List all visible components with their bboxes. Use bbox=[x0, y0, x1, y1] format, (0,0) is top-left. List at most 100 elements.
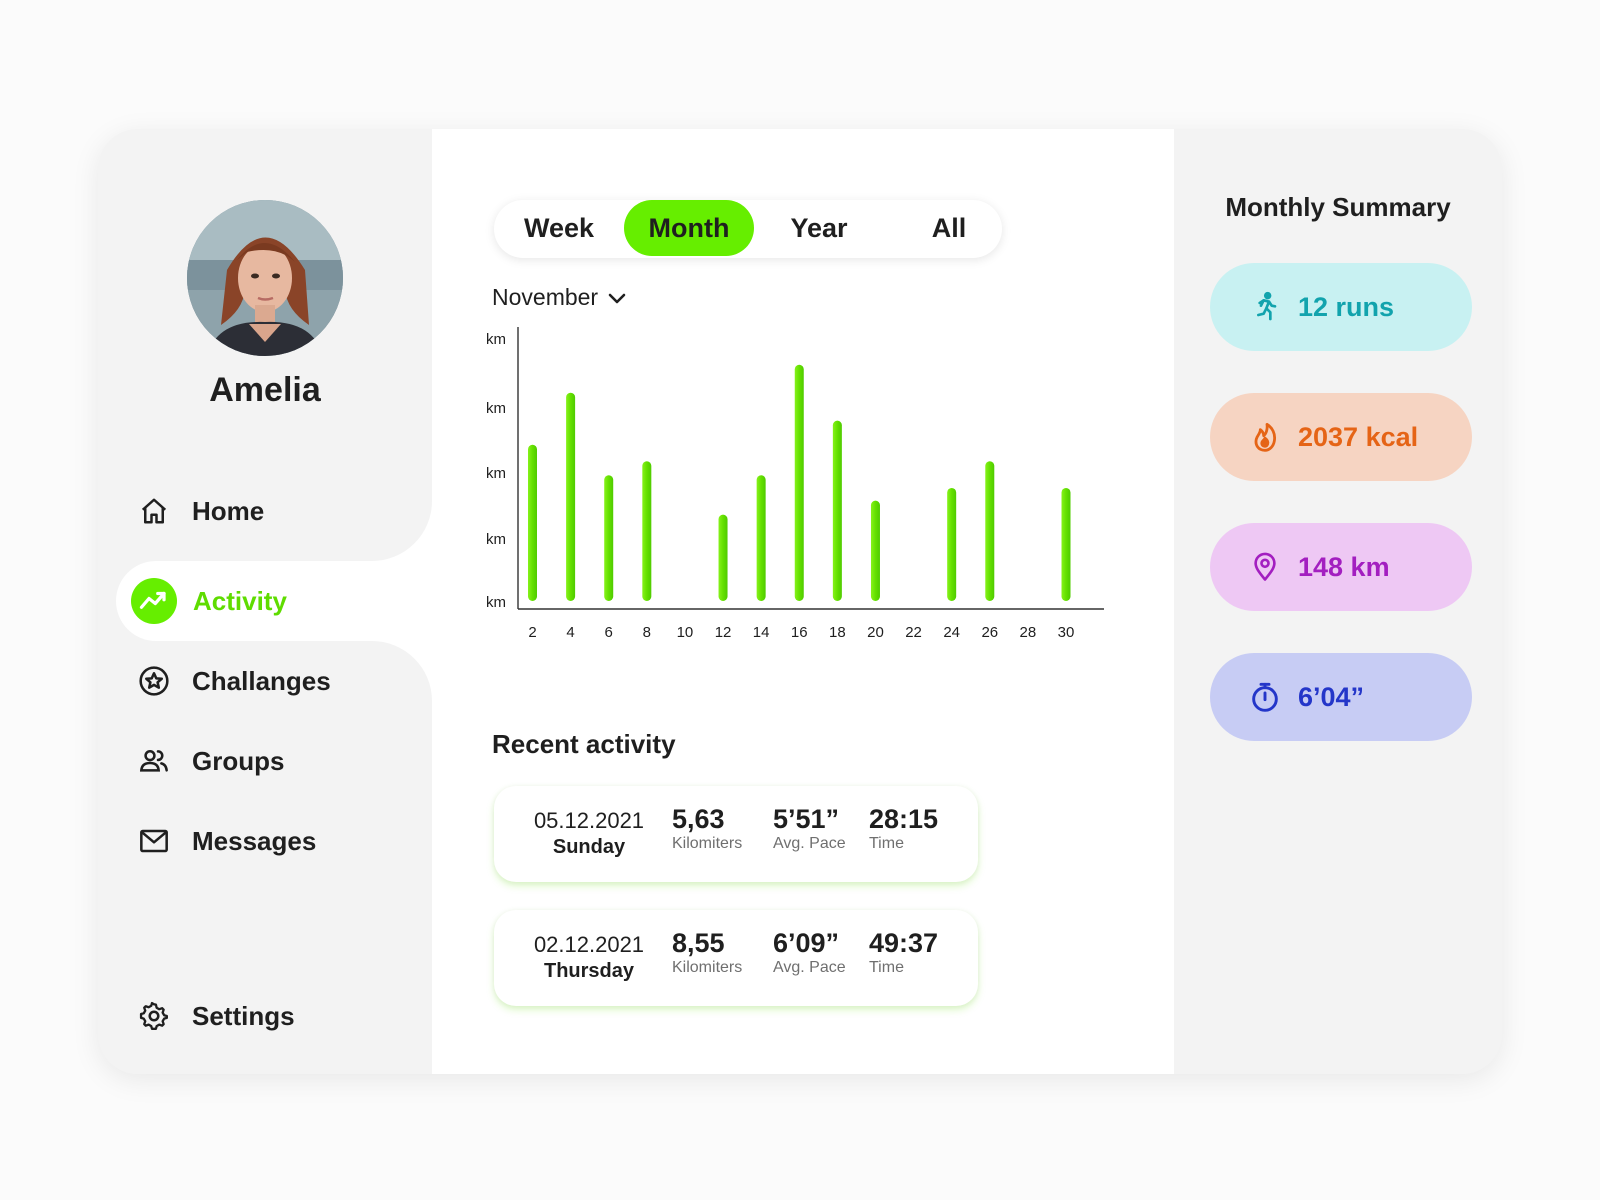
activity-time-value: 28:15 bbox=[869, 804, 939, 834]
x-tick-label: 12 bbox=[715, 624, 732, 641]
activity-weekday: Thursday bbox=[543, 960, 635, 982]
activity-icon bbox=[131, 578, 177, 624]
tab-year[interactable]: Year bbox=[790, 212, 848, 243]
summary-runs: 12 runs bbox=[1210, 263, 1472, 351]
groups-icon bbox=[138, 745, 170, 777]
x-tick-label: 26 bbox=[981, 624, 998, 641]
x-tick-label: 28 bbox=[1020, 624, 1037, 641]
chart-bar[interactable] bbox=[832, 420, 842, 601]
chart-bar[interactable] bbox=[566, 392, 576, 601]
avatar[interactable] bbox=[187, 200, 343, 356]
runner-icon bbox=[1248, 290, 1282, 324]
summary-distance-value: 148 km bbox=[1298, 551, 1390, 582]
x-tick-label: 16 bbox=[791, 624, 808, 641]
chart-bar[interactable] bbox=[642, 461, 652, 601]
nav-label-activity: Activity bbox=[193, 585, 287, 616]
summary-calories: 2037 kcal bbox=[1210, 393, 1472, 481]
month-dropdown[interactable]: November bbox=[492, 284, 626, 311]
activity-pace-value: 5’51” bbox=[773, 804, 840, 834]
x-tick-label: 24 bbox=[943, 624, 960, 641]
x-tick-label: 10 bbox=[677, 624, 694, 641]
x-tick-label: 6 bbox=[605, 624, 613, 641]
y-tick-label: 20 km bbox=[484, 331, 506, 348]
tab-week[interactable]: Week bbox=[523, 212, 595, 243]
chart-bar[interactable] bbox=[870, 500, 880, 601]
summary-pace: 6’04” bbox=[1210, 653, 1472, 741]
activity-distance-label: Kilomiters bbox=[672, 835, 743, 852]
nav-item-activity[interactable]: Activity bbox=[131, 576, 287, 626]
activity-distance-value: 8,55 bbox=[672, 928, 725, 958]
app-window: Amelia Home Activity Challanges bbox=[98, 129, 1502, 1074]
summary-pace-value: 6’04” bbox=[1298, 681, 1365, 712]
activity-card[interactable]: 02.12.2021 Thursday 8,55 Kilomiters 6’09… bbox=[494, 910, 978, 1006]
summary-panel: Monthly Summary 12 runs 2037 kcal 148 km… bbox=[1174, 129, 1502, 1074]
chart-bar[interactable] bbox=[947, 487, 957, 601]
recent-activity-title: Recent activity bbox=[492, 729, 676, 759]
activity-distance-label: Kilomiters bbox=[672, 959, 743, 976]
location-pin-icon bbox=[1248, 550, 1282, 584]
activity-time: 49:37 Time bbox=[869, 928, 938, 977]
x-tick-label: 14 bbox=[753, 624, 770, 641]
home-icon bbox=[138, 495, 170, 527]
activity-pace-label: Avg. Pace bbox=[773, 835, 846, 852]
summary-runs-value: 12 runs bbox=[1298, 291, 1395, 322]
nav-item-challenges[interactable]: Challanges bbox=[138, 656, 331, 706]
summary-title: Monthly Summary bbox=[1225, 192, 1451, 222]
activity-time: 28:15 Time bbox=[869, 804, 938, 853]
main-panel: Week Month Year All November 20 km 15 km 1… bbox=[432, 129, 1174, 1074]
y-tick-label: 0 km bbox=[484, 594, 506, 611]
summary-distance: 148 km bbox=[1210, 523, 1472, 611]
nav-label-settings: Settings bbox=[192, 1000, 295, 1031]
summary-calories-value: 2037 kcal bbox=[1298, 421, 1419, 452]
x-tick-label: 22 bbox=[905, 624, 922, 641]
activity-time-value: 49:37 bbox=[869, 928, 939, 958]
tab-month[interactable]: Month bbox=[624, 200, 754, 256]
activity-distance: 5,63 Kilomiters bbox=[672, 804, 742, 853]
nav-label-challenges: Challanges bbox=[192, 665, 331, 696]
nav-label-messages: Messages bbox=[192, 825, 317, 856]
nav-label-home: Home bbox=[192, 495, 265, 526]
nav-label-groups: Groups bbox=[192, 745, 285, 776]
tab-all[interactable]: All bbox=[931, 212, 967, 243]
nav-item-settings[interactable]: Settings bbox=[138, 991, 295, 1041]
nav-item-groups[interactable]: Groups bbox=[138, 736, 284, 786]
activity-date: 05.12.2021 bbox=[533, 808, 645, 833]
x-tick-label: 18 bbox=[829, 624, 846, 641]
activity-distance-value: 5,63 bbox=[672, 804, 725, 834]
activity-distance: 8,55 Kilomiters bbox=[672, 928, 742, 977]
activity-card[interactable]: 05.12.2021 Sunday 5,63 Kilomiters 5’51” … bbox=[494, 786, 978, 882]
activity-pace: 6’09” Avg. Pace bbox=[773, 928, 846, 977]
activity-weekday: Sunday bbox=[552, 836, 626, 858]
activity-date-block: 05.12.2021 Sunday bbox=[524, 808, 654, 859]
y-tick-label: 15 km bbox=[484, 400, 506, 417]
month-dropdown-label: November bbox=[492, 284, 599, 310]
profile-name: Amelia bbox=[209, 371, 321, 409]
activity-date-block: 02.12.2021 Thursday bbox=[524, 932, 654, 983]
activity-pace-label: Avg. Pace bbox=[773, 959, 846, 976]
flame-icon bbox=[1248, 420, 1282, 454]
x-tick-label: 20 bbox=[867, 624, 884, 641]
stopwatch-icon bbox=[1248, 680, 1282, 714]
nav-item-messages[interactable]: Messages bbox=[138, 816, 316, 866]
period-selector: Week Month Year All bbox=[494, 200, 1002, 258]
x-tick-label: 8 bbox=[643, 624, 651, 641]
chart-bar[interactable] bbox=[756, 475, 766, 601]
activity-time-label: Time bbox=[869, 959, 904, 976]
avatar-photo bbox=[187, 200, 343, 356]
chart-bar[interactable] bbox=[718, 514, 728, 601]
nav-item-home[interactable]: Home bbox=[138, 486, 264, 536]
chart-bar[interactable] bbox=[528, 444, 537, 601]
mail-icon bbox=[138, 825, 170, 857]
star-badge-icon bbox=[138, 665, 170, 697]
x-tick-label: 4 bbox=[566, 624, 574, 641]
chart-bar[interactable] bbox=[604, 475, 614, 601]
distance-chart: 20 km 15 km 10 km 5 km 0 km 24 6 8 10 12 14 16 18 20 2… bbox=[484, 327, 1104, 641]
y-tick-label: 10 km bbox=[484, 465, 506, 482]
y-tick-label: 5 km bbox=[484, 531, 506, 548]
activity-pace-value: 6’09” bbox=[773, 928, 840, 958]
chart-bar[interactable] bbox=[1061, 487, 1071, 601]
chart-bar[interactable] bbox=[794, 364, 804, 601]
chart-bar[interactable] bbox=[985, 461, 995, 601]
activity-pace: 5’51” Avg. Pace bbox=[773, 804, 846, 853]
x-tick-label: 30 bbox=[1058, 624, 1075, 641]
